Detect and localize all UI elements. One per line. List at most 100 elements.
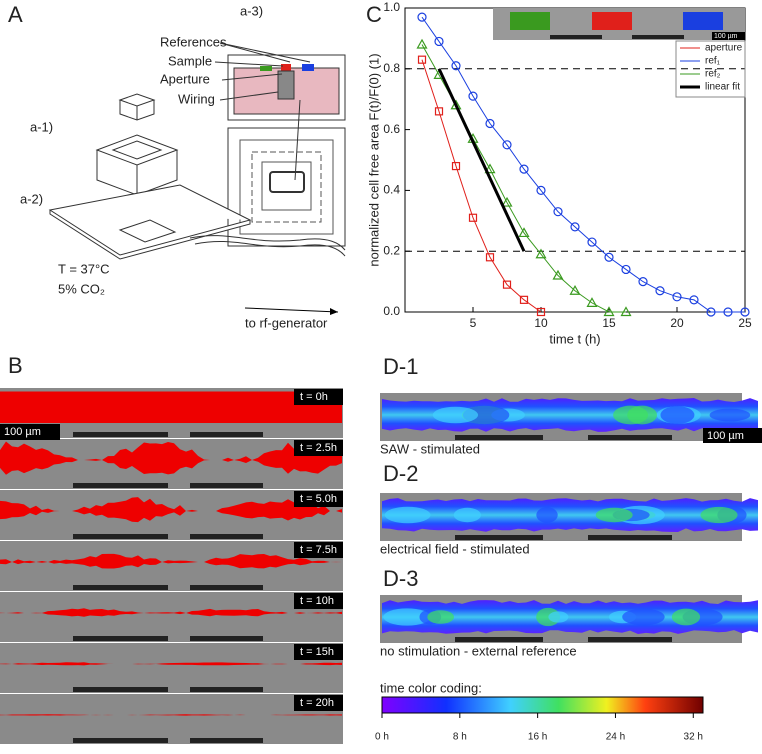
point: [740, 307, 750, 317]
chip-outline: [261, 161, 312, 211]
series-line: [421, 16, 745, 313]
label: References: [160, 34, 227, 49]
legend-label: linear fit: [705, 82, 740, 93]
scale-box: [703, 428, 762, 443]
y-tick-label: 0.4: [383, 183, 400, 197]
scale-marker: [73, 534, 168, 539]
ref-marker: [302, 64, 314, 71]
time-map-patch: [622, 608, 665, 626]
wound-area: [0, 714, 342, 716]
colorbar-tick-label: 32 h: [684, 732, 703, 743]
time-map-patch: [453, 507, 481, 523]
wound-area: [0, 441, 342, 475]
time-map-patch: [709, 408, 751, 422]
timepoint-label: t = 20h: [300, 697, 334, 709]
leader: [294, 99, 301, 181]
chip-outline: [239, 139, 334, 235]
chip-outline: [251, 151, 322, 223]
point: [485, 118, 495, 129]
point: [723, 307, 733, 317]
panel-c: 0.0 0.2 0.4 0.6 0.8 1.0 5 10 15 20 25 time t (h) nor…: [366, 0, 752, 346]
leader: [219, 91, 279, 101]
scale-box: [712, 32, 745, 40]
inset-region: [510, 12, 550, 30]
scale-marker: [73, 738, 168, 743]
colorbar: [381, 696, 704, 714]
point: [468, 91, 478, 101]
condition-label: SAW - stimulated: [380, 441, 480, 456]
point: [603, 306, 615, 317]
wound-area: [0, 391, 342, 423]
point: [519, 164, 529, 174]
timepoint-label: t = 2.5h: [300, 442, 337, 454]
panel-label: D-2: [383, 461, 418, 486]
point: [485, 253, 495, 262]
point: [570, 222, 580, 232]
y-axis-label: normalized cell free area F(t)/F(0) (1): [366, 53, 381, 266]
timepoint-label: t = 15h: [300, 646, 334, 658]
colorbar-tick-label: 24 h: [606, 732, 625, 743]
y-tick-label: 0.2: [383, 243, 400, 257]
panel-b: t = 0h t = 2.5h t = 5.0h t = 7.5h t = 10h t =…: [0, 388, 343, 744]
chip-electrode: [269, 171, 305, 193]
wiring: [277, 70, 295, 100]
condition-label: no stimulation - external reference: [380, 643, 577, 658]
point: [417, 55, 427, 64]
scale-marker: [455, 637, 543, 642]
scale-marker: [588, 535, 672, 540]
point: [451, 61, 461, 71]
label: 5% CO₂: [58, 281, 105, 296]
x-tick-label: 10: [534, 316, 548, 330]
time-map-patch: [548, 611, 569, 623]
point: [689, 295, 699, 305]
time-map-patch: [595, 507, 633, 523]
point: [620, 306, 632, 317]
y-tick-label: 0.8: [383, 61, 400, 75]
label: a-3): [240, 3, 263, 18]
panel-a: A a-3) References Sample Aperture Wiring…: [8, 2, 346, 330]
label-box: [294, 542, 343, 558]
scale-marker: [455, 435, 543, 440]
time-map: [382, 600, 758, 634]
scale-marker: [190, 483, 263, 488]
label-box: [294, 440, 343, 456]
scale-marker: [190, 534, 263, 539]
sample-box: [118, 93, 156, 121]
panel-d: SAW - stimulated electrical field - stimu…: [375, 393, 762, 743]
x-tick-label: 5: [470, 316, 477, 330]
time-map: [382, 498, 758, 532]
point: [536, 307, 546, 317]
legend-label: ref₂: [705, 69, 721, 80]
colorbar-title: time color coding:: [380, 680, 482, 695]
point: [451, 161, 461, 171]
wound-area: [0, 608, 342, 617]
scale-marker: [73, 636, 168, 641]
time-map: [382, 398, 758, 432]
scale-marker: [190, 687, 263, 692]
series-line: [421, 44, 626, 313]
leader: [219, 42, 311, 63]
arrow: [244, 307, 339, 313]
point: [434, 107, 444, 116]
panel-label: D-3: [383, 566, 418, 591]
plate: [48, 184, 252, 260]
point: [552, 269, 564, 280]
point: [434, 36, 444, 47]
point: [604, 252, 614, 262]
scale-bar: 100 µm: [4, 426, 41, 438]
time-map-patch: [462, 405, 510, 425]
point: [484, 163, 496, 174]
scale-bar: 100 µm: [714, 33, 738, 40]
wound-area: [0, 497, 342, 523]
scale-marker: [588, 435, 672, 440]
label: T = 37°C: [58, 261, 110, 276]
label: Wiring: [178, 91, 215, 106]
panel-label: D-1: [383, 354, 418, 379]
colorbar-tick-label: 0 h: [375, 732, 389, 743]
label-box: [294, 644, 343, 660]
label: a-2): [20, 191, 43, 206]
point: [519, 295, 529, 304]
point: [706, 307, 716, 317]
micrograph: [0, 643, 343, 693]
y-tick-label: 0.0: [383, 304, 400, 318]
